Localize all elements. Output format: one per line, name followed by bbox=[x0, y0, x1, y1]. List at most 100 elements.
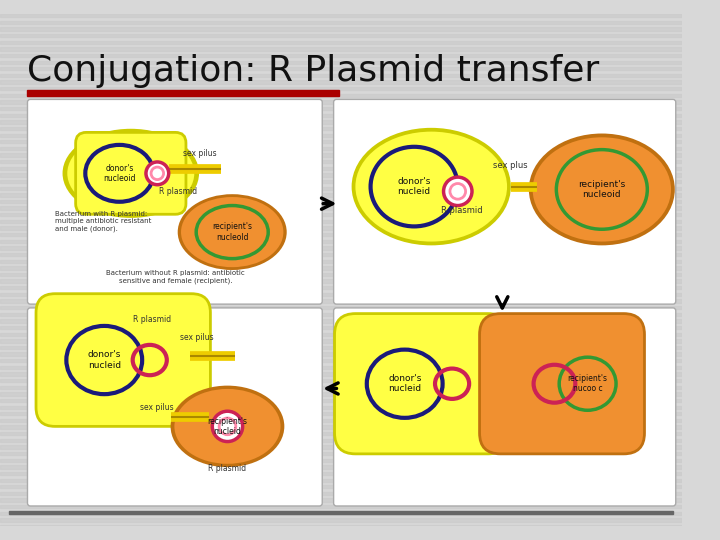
Ellipse shape bbox=[533, 137, 671, 241]
Bar bbox=[0, 28, 683, 31]
Text: donor's
nucleid: donor's nucleid bbox=[388, 374, 421, 394]
Text: R plasmid: R plasmid bbox=[159, 187, 197, 196]
Bar bbox=[0, 173, 683, 177]
Text: recipient's
nucleid: recipient's nucleid bbox=[207, 417, 248, 436]
Bar bbox=[0, 233, 683, 237]
Bar bbox=[0, 246, 683, 249]
Bar bbox=[0, 240, 683, 243]
Bar bbox=[0, 478, 683, 482]
Bar bbox=[0, 100, 683, 104]
Bar bbox=[0, 359, 683, 362]
Text: donor's
nucleoid: donor's nucleoid bbox=[103, 164, 135, 183]
Bar bbox=[0, 200, 683, 203]
Circle shape bbox=[146, 162, 168, 185]
Bar bbox=[0, 286, 683, 289]
Bar bbox=[0, 512, 683, 515]
Bar bbox=[0, 253, 683, 256]
Bar bbox=[0, 266, 683, 269]
Circle shape bbox=[444, 177, 472, 206]
Bar bbox=[0, 313, 683, 316]
Ellipse shape bbox=[529, 133, 675, 245]
Text: recipient's
nucoo c: recipient's nucoo c bbox=[567, 374, 608, 394]
Bar bbox=[0, 412, 683, 415]
Bar bbox=[0, 525, 683, 528]
Text: R plasmid: R plasmid bbox=[441, 206, 482, 215]
Bar bbox=[0, 60, 683, 64]
Bar bbox=[0, 339, 683, 342]
Bar bbox=[0, 280, 683, 283]
Bar bbox=[0, 326, 683, 329]
Text: sex pilus: sex pilus bbox=[183, 149, 217, 158]
Bar bbox=[0, 273, 683, 276]
Bar bbox=[0, 392, 683, 396]
Bar bbox=[0, 87, 683, 90]
Bar bbox=[0, 133, 683, 137]
FancyBboxPatch shape bbox=[335, 314, 509, 454]
Bar bbox=[0, 485, 683, 489]
Bar bbox=[0, 67, 683, 71]
Ellipse shape bbox=[181, 197, 284, 267]
Bar bbox=[0, 187, 683, 190]
Bar bbox=[0, 74, 683, 77]
Bar bbox=[0, 472, 683, 475]
Bar bbox=[0, 446, 683, 449]
FancyBboxPatch shape bbox=[333, 99, 676, 304]
Bar bbox=[27, 90, 339, 96]
Text: sex pilus: sex pilus bbox=[140, 403, 174, 412]
Ellipse shape bbox=[356, 132, 507, 241]
Bar bbox=[0, 406, 683, 409]
Bar bbox=[0, 260, 683, 263]
Bar bbox=[0, 458, 683, 462]
Bar bbox=[0, 419, 683, 422]
FancyBboxPatch shape bbox=[36, 294, 210, 427]
Bar bbox=[0, 107, 683, 110]
FancyBboxPatch shape bbox=[333, 308, 676, 506]
Bar bbox=[0, 120, 683, 124]
Bar bbox=[0, 153, 683, 157]
Bar bbox=[0, 373, 683, 376]
Bar bbox=[0, 48, 683, 51]
Bar bbox=[0, 438, 683, 442]
Bar bbox=[0, 319, 683, 322]
Bar bbox=[0, 386, 683, 389]
Bar bbox=[0, 366, 683, 369]
FancyBboxPatch shape bbox=[27, 308, 323, 506]
Bar bbox=[0, 213, 683, 217]
Bar bbox=[0, 426, 683, 429]
Bar bbox=[0, 492, 683, 495]
Text: Bacterium with R plasmid:
multiple antibiotic resistant
and male (donor).: Bacterium with R plasmid: multiple antib… bbox=[55, 211, 151, 232]
Bar bbox=[0, 14, 683, 17]
Bar bbox=[0, 193, 683, 197]
Bar bbox=[0, 180, 683, 183]
Bar bbox=[0, 206, 683, 210]
FancyBboxPatch shape bbox=[27, 99, 323, 304]
Circle shape bbox=[212, 411, 243, 442]
Bar bbox=[0, 432, 683, 435]
Text: donor's
nucleid: donor's nucleid bbox=[397, 177, 431, 197]
Bar bbox=[0, 160, 683, 164]
Bar bbox=[0, 94, 683, 97]
FancyBboxPatch shape bbox=[76, 132, 186, 214]
Bar bbox=[0, 113, 683, 117]
Bar bbox=[0, 34, 683, 37]
Bar bbox=[0, 21, 683, 24]
Text: sex pilus: sex pilus bbox=[180, 333, 214, 342]
Text: recipient's
nucleoId: recipient's nucleoId bbox=[212, 222, 252, 242]
Ellipse shape bbox=[174, 389, 281, 464]
Bar bbox=[0, 346, 683, 349]
Bar bbox=[0, 293, 683, 296]
Ellipse shape bbox=[63, 129, 199, 218]
Bar bbox=[0, 505, 683, 508]
Bar bbox=[0, 452, 683, 455]
Bar bbox=[0, 167, 683, 170]
Bar bbox=[0, 299, 683, 303]
Bar bbox=[0, 40, 683, 44]
Text: Bacterium without R plasmid: antibiotic
sensitive and female (recipient).: Bacterium without R plasmid: antibiotic … bbox=[106, 270, 245, 284]
Ellipse shape bbox=[351, 128, 511, 245]
Ellipse shape bbox=[67, 133, 194, 214]
Bar bbox=[0, 333, 683, 336]
Text: Conjugation: R Plasmid transfer: Conjugation: R Plasmid transfer bbox=[27, 54, 599, 88]
Bar bbox=[0, 127, 683, 130]
Bar bbox=[0, 306, 683, 309]
Bar bbox=[0, 147, 683, 150]
